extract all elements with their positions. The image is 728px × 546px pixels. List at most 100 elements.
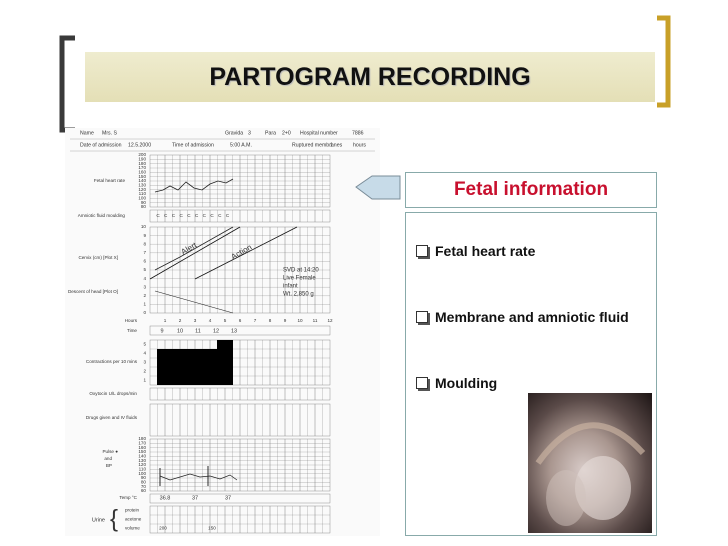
label: 9 [160, 328, 163, 334]
fetus-image [528, 393, 652, 533]
slide-title: PARTOGRAM RECORDING [85, 52, 655, 102]
label: 110 [139, 191, 147, 196]
label: 120 [138, 462, 146, 467]
left-bracket [59, 35, 75, 133]
label: 7886 [352, 130, 364, 136]
label: 6 [239, 318, 242, 323]
label: Temp °C [119, 495, 137, 500]
label: Fetal heart rate [94, 178, 126, 183]
label: Amniotic fluid moulding [78, 213, 126, 218]
label: 3 [143, 360, 146, 365]
label: 12.5.2000 [128, 142, 151, 148]
label: protein [125, 508, 139, 513]
label: Para [265, 130, 276, 136]
label: 100 [138, 196, 146, 201]
label: Time [127, 328, 137, 333]
label: 9 [284, 318, 287, 323]
alert-line [149, 226, 241, 280]
label: 160 [138, 170, 146, 175]
fhr-trace [154, 178, 234, 193]
label: C [218, 213, 222, 218]
label: BP [106, 463, 112, 468]
urine-brace: { [110, 505, 118, 532]
cervix-plot [154, 226, 234, 271]
label: C [203, 213, 207, 218]
label: 60 [141, 488, 147, 493]
label: 130 [138, 183, 146, 188]
label: 5:00 A.M. [230, 142, 252, 148]
label: C [164, 213, 168, 218]
label: 150 [208, 526, 216, 531]
temp-row [149, 493, 331, 504]
label: 2+0 [282, 130, 291, 136]
action-line [194, 226, 298, 280]
label: 11 [313, 318, 318, 323]
label: 1 [164, 318, 167, 323]
label: 4 [143, 351, 146, 356]
label: and [104, 456, 112, 461]
bullet: Fetal heart rate [416, 241, 674, 261]
label: C [195, 213, 199, 218]
label: 170 [138, 165, 146, 170]
label: 130 [138, 458, 146, 463]
label: Date of admission [80, 142, 122, 148]
label: 180 [138, 161, 146, 166]
label: C [210, 213, 214, 218]
label: 1 [330, 142, 333, 148]
bullet-box: Fetal heart rate Membrane and amniotic f… [405, 212, 657, 536]
label: 80 [141, 204, 147, 209]
label: Time of admission [172, 142, 214, 148]
label: Urine [92, 517, 105, 523]
label: 4 [209, 318, 212, 323]
label: 150 [138, 449, 146, 454]
label: 2 [143, 369, 146, 374]
label: 36.8 [160, 495, 171, 501]
label: 180 [138, 436, 146, 441]
bullet: Moulding [416, 373, 674, 393]
label: 70 [141, 484, 147, 489]
label: SVD at 14:20 [283, 268, 319, 274]
label: 6 [143, 259, 146, 264]
label: C [180, 213, 184, 218]
label: 8 [143, 241, 146, 246]
label: 2 [179, 318, 182, 323]
label: 90 [141, 475, 147, 480]
label: 13 [231, 328, 237, 334]
label: Oxytocin U/L drops/min [89, 391, 137, 396]
label: Hours [125, 318, 138, 323]
label: 37 [192, 495, 198, 501]
label: 150 [138, 174, 146, 179]
label: 90 [141, 200, 147, 205]
label: 7 [254, 318, 257, 323]
label: 12 [327, 318, 333, 323]
label: 190 [138, 157, 146, 162]
descent-plot [154, 290, 234, 314]
label: Pulse ● [102, 449, 118, 454]
label: Live Female [283, 276, 316, 282]
label: Ruptured membranes [292, 142, 343, 148]
label: 1 [143, 302, 146, 307]
label: Drugs given and IV fluids [86, 415, 138, 420]
label: Mrs. S [102, 130, 118, 136]
label: hours [353, 142, 366, 148]
label: 5 [224, 318, 227, 323]
label: Descent of head [Plot O] [68, 289, 118, 294]
pulse-trace [159, 473, 238, 481]
label: 100 [138, 471, 146, 476]
info-box: Fetal information [405, 172, 657, 208]
bullet-text: Membrane and amniotic fluid [435, 309, 629, 325]
label: 37 [225, 495, 231, 501]
label: C [226, 213, 230, 218]
label: C [156, 213, 160, 218]
label: 11 [195, 328, 201, 334]
right-bracket [657, 15, 671, 108]
label: 140 [138, 454, 146, 459]
bullet: Membrane and amniotic fluid [416, 307, 674, 327]
label: infant [283, 284, 298, 290]
label: 110 [139, 467, 147, 472]
label: 7 [143, 250, 146, 255]
label: 10 [141, 224, 147, 229]
pointer-arrow [355, 175, 401, 200]
bullet-text: Moulding [435, 375, 498, 391]
label: C [172, 213, 176, 218]
